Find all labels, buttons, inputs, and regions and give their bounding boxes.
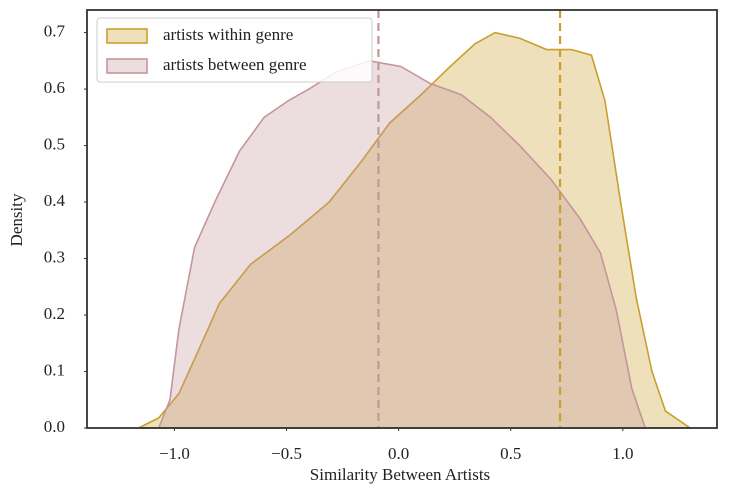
density-area (157, 60, 647, 429)
legend-swatch (106, 58, 148, 74)
legend-label: artists within genre (163, 25, 293, 44)
y-tick-label: 0.1 (44, 360, 65, 379)
x-tick-label: −1.0 (159, 444, 190, 463)
legend: artists within genre artists between genr… (96, 17, 373, 83)
x-tick-label: 1.0 (612, 444, 633, 463)
density-area (138, 31, 693, 429)
y-tick-label: 0.0 (44, 417, 65, 436)
y-tick-label: 0.6 (44, 78, 65, 97)
y-tick-label: 0.7 (44, 22, 66, 41)
y-tick-label: 0.5 (44, 134, 65, 153)
plot-frame (86, 9, 718, 429)
legend-swatch (106, 28, 148, 44)
y-axis-label: Density (7, 193, 26, 246)
x-tick-label: 0.0 (388, 444, 409, 463)
x-axis-label: Similarity Between Artists (310, 465, 490, 484)
x-tick-label: 0.5 (500, 444, 521, 463)
y-tick-label: 0.3 (44, 247, 65, 266)
y-tick-label: 0.2 (44, 304, 65, 323)
legend-label: artists between genre (163, 55, 307, 74)
y-tick-label: 0.4 (44, 191, 66, 210)
legend-box (96, 17, 373, 83)
x-tick-label: −0.5 (271, 444, 302, 463)
